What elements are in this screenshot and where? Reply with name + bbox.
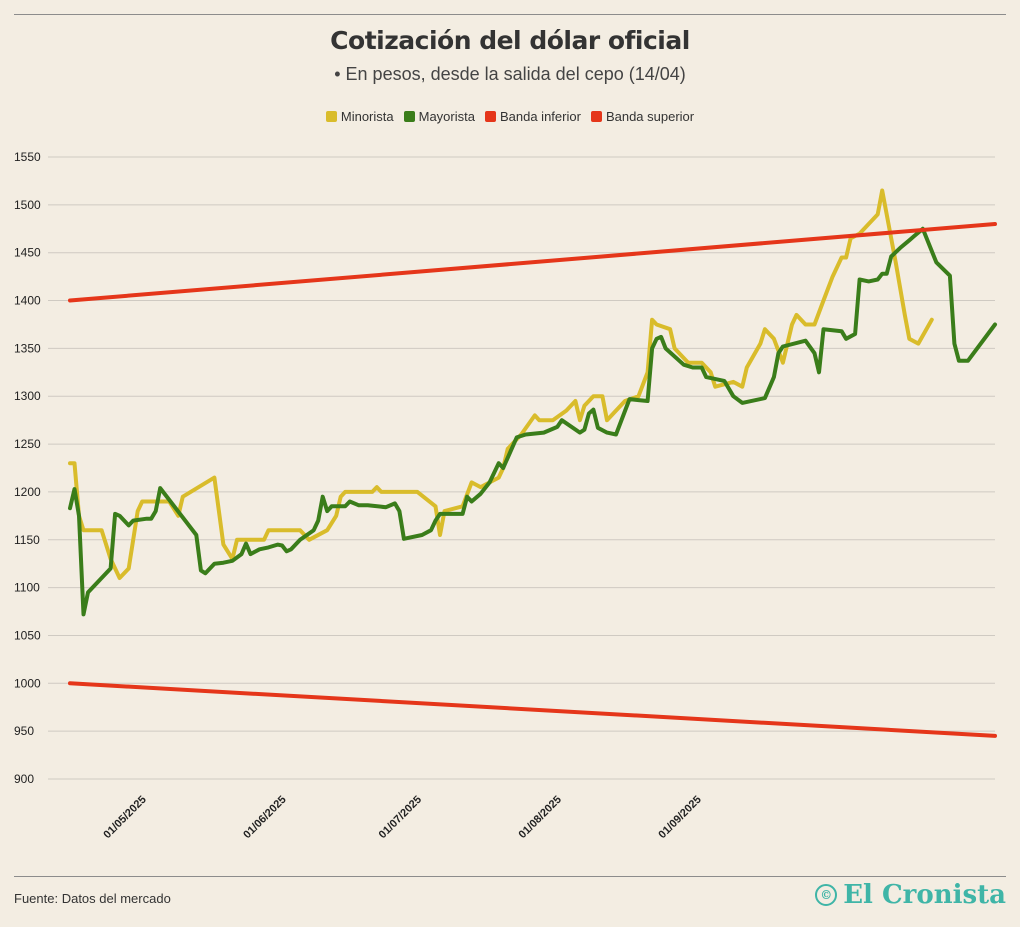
y-tick-label: 1400 <box>14 294 41 308</box>
legend-item-banda-inferior[interactable]: Banda inferior <box>484 109 581 124</box>
legend-swatch-banda-inferior <box>484 111 496 122</box>
legend-swatch-banda-superior <box>590 111 602 122</box>
y-tick-label: 1500 <box>14 198 41 212</box>
legend-item-mayorista[interactable]: Mayorista <box>403 109 475 124</box>
x-tick-label: 01/08/2025 <box>517 794 564 841</box>
chart-title: Cotización del dólar oficial <box>330 26 690 55</box>
series-line-banda-superior[interactable] <box>68 222 997 303</box>
legend-item-banda-superior[interactable]: Banda superior <box>590 109 695 124</box>
y-tick-label: 1350 <box>14 341 41 355</box>
y-tick-label: 1200 <box>14 485 41 499</box>
y-tick-label: 1100 <box>14 581 40 595</box>
grid-layer <box>48 156 995 780</box>
top-rule <box>14 14 1006 15</box>
y-tick-label: 1450 <box>14 246 41 260</box>
y-tick-label: 1300 <box>14 389 41 403</box>
legend-swatch-mayorista <box>403 111 415 122</box>
source-note: Fuente: Datos del mercado <box>14 891 171 906</box>
y-tick-label: 1050 <box>14 628 41 642</box>
y-tick-label: 1550 <box>14 150 41 164</box>
x-axis-labels: 01/05/2025 01/06/2025 01/07/2025 01/08/2025… <box>101 794 703 841</box>
legend-label-banda-inferior: Banda inferior <box>499 109 581 124</box>
series-line-mayorista[interactable] <box>68 226 997 617</box>
y-tick-label: 1150 <box>14 533 40 547</box>
copyright-icon: © <box>815 884 838 906</box>
x-tick-label: 01/09/2025 <box>656 794 703 841</box>
legend-label-minorista: Minorista <box>340 109 394 124</box>
legend-label-mayorista: Mayorista <box>418 109 475 124</box>
x-tick-label: 01/07/2025 <box>377 794 424 841</box>
brand-name: El Cronista <box>843 880 1006 910</box>
legend: Minorista Mayorista Banda inferior Banda… <box>0 109 1020 124</box>
series-line-minorista[interactable] <box>68 188 934 580</box>
y-tick-label: 950 <box>14 724 34 738</box>
legend-swatch-minorista <box>325 111 337 122</box>
series-layer <box>68 188 997 738</box>
bottom-rule <box>14 876 1006 877</box>
series-line-banda-inferior[interactable] <box>68 681 997 738</box>
y-tick-label: 900 <box>14 772 34 786</box>
legend-item-minorista[interactable]: Minorista <box>325 109 394 124</box>
legend-label-banda-superior: Banda superior <box>605 109 695 124</box>
y-axis-labels: 900 950 1000 1050 1100 1150 1200 1250 1300 1350 14… <box>14 150 41 786</box>
chart-subtitle: • En pesos, desde la salida del cepo (14… <box>334 64 686 84</box>
y-tick-label: 1000 <box>14 676 41 690</box>
brand-logo[interactable]: © El Cronista <box>815 880 1006 910</box>
y-tick-label: 1250 <box>14 437 41 451</box>
x-tick-label: 01/05/2025 <box>101 794 148 841</box>
x-tick-label: 01/06/2025 <box>241 794 288 841</box>
